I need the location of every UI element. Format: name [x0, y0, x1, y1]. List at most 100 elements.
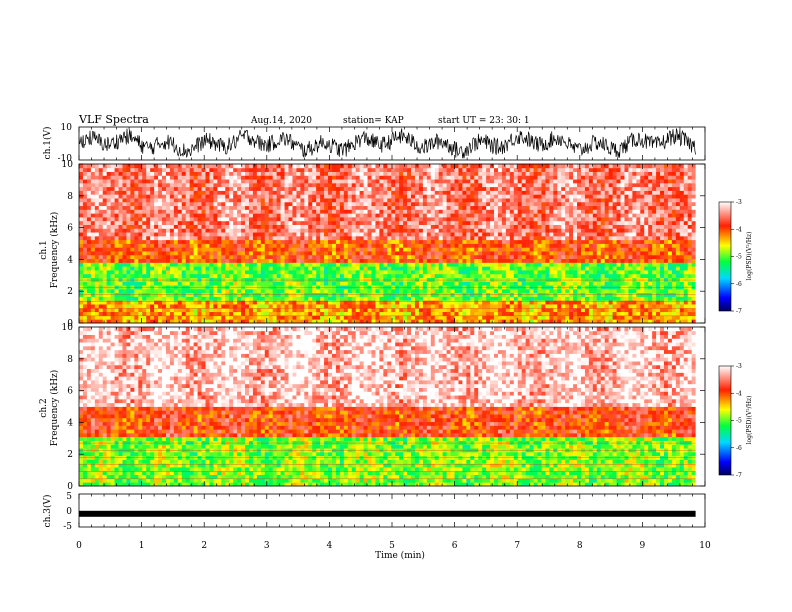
spectrogram-cell: [608, 209, 614, 214]
spectrogram-cell: [663, 239, 669, 244]
spectrogram-cell: [644, 213, 649, 218]
spectrogram-cell: [648, 281, 653, 286]
spectrogram-cell: [181, 247, 187, 252]
spectrogram-cell: [486, 292, 491, 297]
spectrogram-cell: [248, 254, 254, 260]
spectrogram-cell: [509, 235, 515, 241]
spectrogram-cell: [553, 251, 558, 256]
spectrogram-cell: [600, 213, 606, 218]
spectrogram-cell: [628, 277, 633, 282]
spectrogram-cell: [102, 201, 108, 207]
spectrogram-cell: [592, 296, 598, 301]
spectrogram-cell: [367, 315, 372, 320]
spectrogram-cell: [675, 304, 681, 309]
spectrogram-cell: [513, 258, 519, 263]
spectrogram-cell: [569, 251, 574, 256]
spectrogram-cell: [600, 277, 606, 282]
spectrogram-cell: [379, 304, 384, 309]
spectrogram-cell: [237, 300, 242, 305]
spectrogram-cell: [173, 315, 179, 320]
spectrogram-cell: [256, 224, 262, 229]
spectrogram-cell: [573, 228, 578, 233]
spectrogram-cell: [592, 311, 598, 316]
spectrogram-cell: [185, 254, 191, 260]
spectrogram-cell: [371, 315, 376, 320]
spectrogram-cell: [237, 266, 242, 271]
spectrogram-cell: [509, 251, 515, 256]
spectrogram-cell: [399, 217, 404, 222]
spectrogram-cell: [438, 273, 444, 278]
spectrogram-cell: [414, 232, 420, 237]
spectrogram-cell: [545, 292, 550, 297]
spectrogram-cell: [158, 258, 163, 263]
spectrogram-cell: [584, 217, 590, 222]
spectrogram-cell: [549, 209, 554, 214]
spectrogram-cell: [154, 319, 159, 324]
spectrogram-cell: [604, 304, 610, 309]
spectrogram-cell: [399, 209, 404, 214]
spectrogram-cell: [545, 300, 550, 305]
spectrogram-cell: [169, 270, 175, 275]
spectrogram-cell: [588, 288, 594, 294]
spectrogram-cell: [565, 254, 570, 260]
spectrogram-cell: [691, 300, 697, 305]
spectrogram-cell: [640, 220, 645, 225]
spectrogram-cell: [612, 288, 617, 294]
spectrogram-cell: [497, 270, 503, 275]
spectrogram-cell: [580, 224, 586, 229]
spectrogram-cell: [245, 201, 250, 207]
spectrogram-cell: [569, 243, 574, 248]
spectrogram-cell: [296, 232, 301, 237]
spectrogram-cell: [470, 247, 475, 252]
spectrogram-cell: [652, 232, 657, 237]
spectrogram-cell: [517, 277, 523, 282]
spectrogram-cell: [296, 258, 301, 263]
spectrogram-cell: [596, 224, 602, 229]
spectrogram-cell: [94, 296, 100, 301]
spectrogram-cell: [209, 277, 214, 282]
spectrogram-cell: [126, 213, 131, 218]
spectrogram-cell: [537, 254, 542, 260]
spectrogram-cell: [612, 315, 617, 320]
spectrogram-cell: [533, 281, 538, 286]
spectrogram-cell: [252, 273, 258, 278]
spectrogram-cell: [557, 224, 562, 229]
spectrogram-cell: [217, 273, 222, 278]
spectrogram-cell: [592, 288, 598, 294]
spectrogram-cell: [217, 270, 222, 275]
spectrogram-cell: [648, 277, 653, 282]
spectrogram-cell: [173, 292, 179, 297]
spectrogram-cell: [446, 266, 451, 271]
spectrogram-cell: [450, 273, 455, 278]
spectrogram-cell: [482, 254, 487, 260]
spectrogram-cell: [98, 235, 104, 241]
spectrogram-cell: [252, 201, 258, 207]
spectrogram-cell: [126, 273, 131, 278]
spectrogram-cell: [209, 239, 214, 244]
spectrogram-cell: [525, 217, 530, 222]
spectrogram-cell: [565, 213, 570, 218]
spectrogram-cell: [312, 266, 317, 271]
spectrogram-cell: [272, 288, 278, 294]
spectrogram-cell: [324, 304, 329, 309]
spectrogram-cell: [648, 224, 653, 229]
spectrogram-cell: [272, 205, 278, 210]
spectrogram-cell: [324, 258, 329, 263]
spectrogram-cell: [213, 247, 218, 252]
spectrogram-cell: [284, 228, 289, 233]
spectrogram-cell: [193, 247, 198, 252]
spectrogram-cell: [561, 311, 566, 316]
spectrogram-cell: [660, 251, 665, 256]
spectrogram-cell: [656, 270, 661, 275]
spectrogram-cell: [264, 277, 270, 282]
spectrogram-cell: [367, 277, 372, 282]
spectrogram-cell: [106, 247, 112, 252]
spectrogram-cell: [482, 262, 487, 267]
spectrogram-cell: [565, 300, 570, 305]
spectrogram-cell: [90, 220, 96, 225]
spectrogram-cell: [399, 224, 404, 229]
spectrogram-cell: [517, 304, 523, 309]
spectrogram-cell: [268, 213, 274, 218]
spectrogram-cell: [162, 209, 167, 214]
spectrogram-cell: [482, 217, 487, 222]
